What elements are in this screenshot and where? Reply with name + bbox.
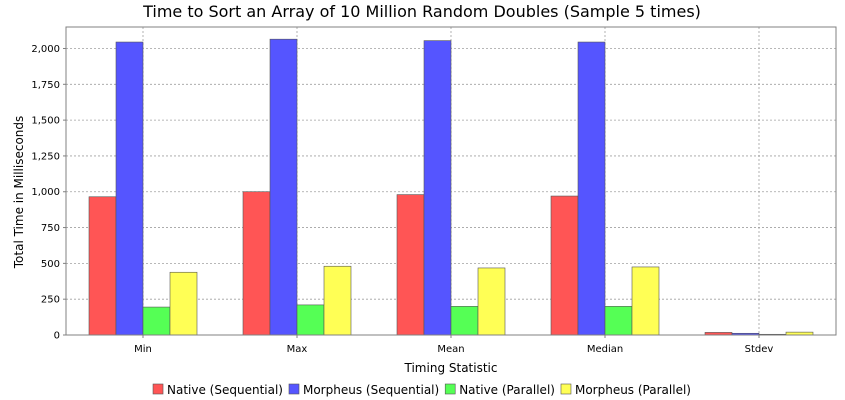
x-tick-label: Stdev [745, 344, 774, 355]
y-tick-label: 1,250 [31, 151, 60, 162]
bar [450, 306, 479, 336]
plot-frame [65, 26, 837, 336]
y-tick-label: 250 [41, 295, 60, 306]
y-tick-label: 0 [54, 331, 60, 342]
bar [169, 271, 198, 336]
bar [242, 191, 271, 336]
bar [396, 194, 425, 336]
y-tick-label: 1,000 [31, 187, 60, 198]
x-tick-label: Min [134, 344, 152, 355]
legend-label: Native (Sequential) [167, 383, 283, 397]
x-tick-label: Median [587, 344, 623, 355]
y-axis-label: Total Time in Milliseconds [12, 116, 26, 270]
bar [577, 41, 606, 336]
bar [423, 40, 452, 336]
x-tick-label: Mean [437, 344, 464, 355]
bar [550, 195, 579, 336]
legend-swatch [560, 383, 572, 395]
bar [323, 265, 352, 336]
bar [296, 304, 325, 336]
chart-title: Time to Sort an Array of 10 Million Rand… [142, 2, 701, 21]
bar [604, 306, 633, 336]
y-tick-label: 1,750 [31, 80, 60, 91]
legend-label: Morpheus (Parallel) [575, 383, 691, 397]
x-tick-label: Max [287, 344, 308, 355]
legend-label: Native (Parallel) [459, 383, 555, 397]
bar [88, 196, 117, 336]
legend-swatch [288, 383, 300, 395]
y-tick-label: 500 [41, 259, 60, 270]
y-tick-label: 1,500 [31, 116, 60, 127]
y-tick-label: 750 [41, 223, 60, 234]
legend-label: Morpheus (Sequential) [303, 383, 439, 397]
legend-swatch [444, 383, 456, 395]
x-axis-label: Timing Statistic [404, 361, 498, 375]
bar [142, 306, 171, 336]
y-tick-label: 2,000 [31, 44, 60, 55]
bar [115, 41, 144, 336]
plot-area: 0 250 500 750 1,000 1,250 1,500 1,750 2,000 Min Ma… [31, 26, 837, 355]
legend-swatch [152, 383, 164, 395]
legend: Native (Sequential) Morpheus (Sequential)… [152, 383, 691, 397]
bar [269, 38, 298, 336]
bar [477, 267, 506, 336]
bar [631, 266, 660, 336]
